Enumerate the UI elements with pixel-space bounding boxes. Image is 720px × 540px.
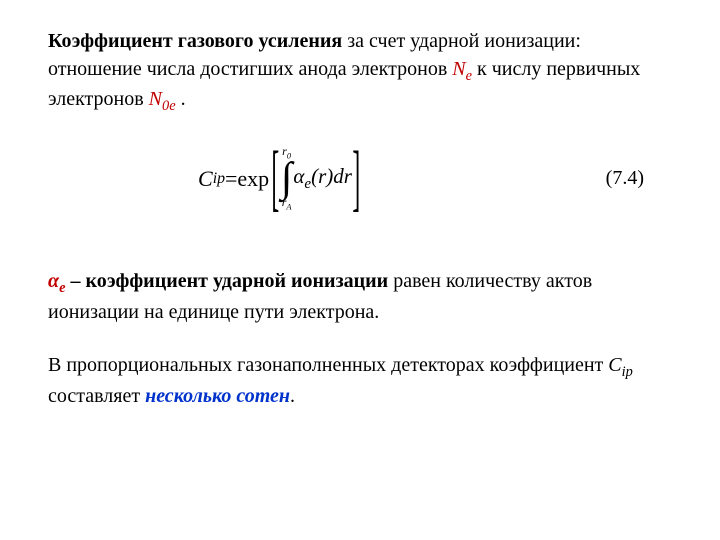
- para3-emph: несколько сотен: [145, 385, 290, 407]
- equation-row: Cip = exp [ r0 ∫ rA αe(r)dr ] (7.4): [48, 145, 672, 212]
- symbol-Cip: С: [608, 354, 621, 376]
- para-proportional: В пропорциональных газонаполненных детек…: [48, 352, 672, 410]
- left-bracket: [: [272, 145, 280, 212]
- symbol-N0e-sub: 0e: [162, 98, 176, 114]
- symbol-Cip-sub: ip: [622, 364, 633, 380]
- equation-number: (7.4): [606, 167, 644, 190]
- symbol-N0e: N: [149, 88, 162, 110]
- eq-equals: =: [225, 166, 237, 192]
- integrand: αe(r)dr: [293, 164, 352, 193]
- para3-period: .: [290, 385, 295, 407]
- spacer: [48, 326, 672, 352]
- para3-text2: составляет: [48, 385, 145, 407]
- para-gas-gain: Коэффициент газового усиления за счет уд…: [48, 28, 672, 117]
- para2-dash: –: [65, 270, 85, 292]
- right-bracket: ]: [352, 145, 360, 212]
- eq-exp: exp: [237, 166, 269, 192]
- para1-lead-bold: Коэффициент газового усиления: [48, 30, 342, 52]
- eq-lhs-C: C: [198, 166, 213, 192]
- eq-bracket-group: [ r0 ∫ rA αe(r)dr ]: [271, 145, 360, 212]
- integral-block: r0 ∫ rA: [281, 145, 293, 211]
- para3-text1: В пропорциональных газонаполненных детек…: [48, 354, 608, 376]
- spacer: [48, 250, 672, 268]
- symbol-alpha-e: α: [48, 270, 59, 292]
- symbol-Ne: N: [452, 58, 465, 80]
- para1-period: .: [176, 88, 186, 110]
- para2-bold: коэффициент ударной ионизации: [85, 270, 388, 292]
- int-lower-limit: rA: [282, 196, 292, 212]
- eq-lhs-ip: ip: [213, 170, 225, 188]
- para-alpha-def: αe – коэффициент ударной ионизации равен…: [48, 268, 672, 326]
- integral-sign: ∫: [281, 162, 293, 195]
- equation-cip: Cip = exp [ r0 ∫ rA αe(r)dr ]: [198, 145, 361, 212]
